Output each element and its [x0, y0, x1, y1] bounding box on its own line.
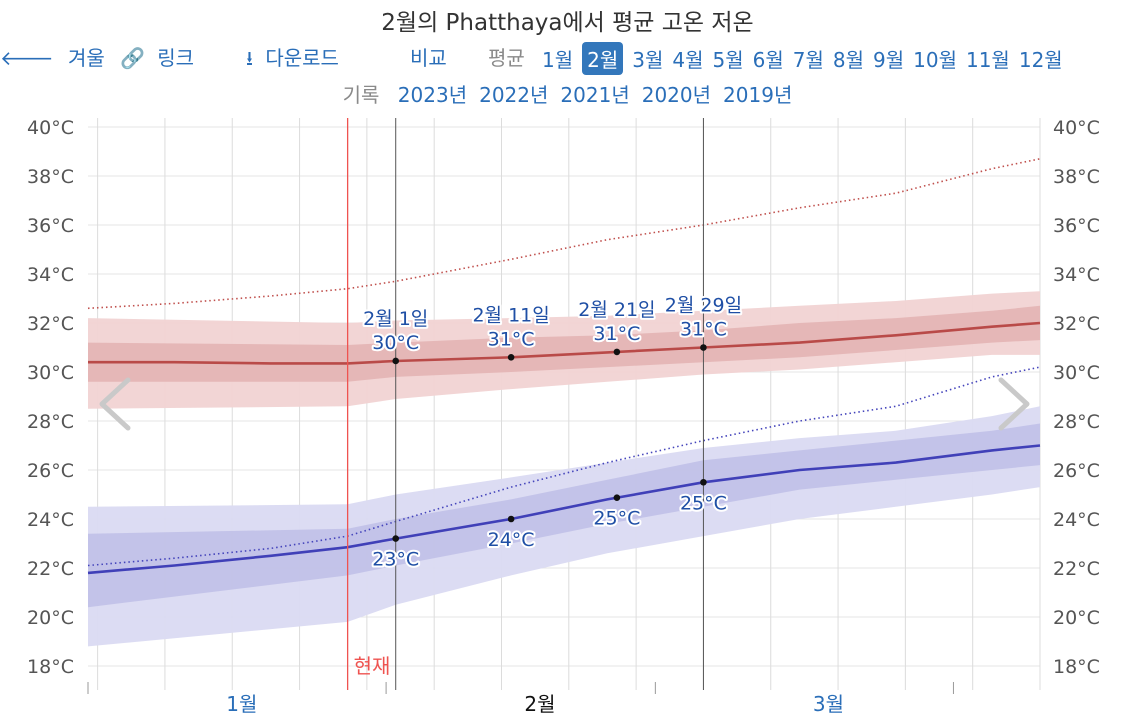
download-icon: ⭳ — [246, 46, 253, 70]
marker-low-label: 25°C — [680, 492, 727, 514]
marker-date-label: 2월 29일 — [665, 295, 742, 317]
month-tab-4[interactable]: 4월 — [672, 48, 704, 72]
marker-dot-high — [392, 357, 400, 365]
record-low-line — [87, 366, 1041, 567]
marker-dot-high — [507, 354, 515, 361]
y-tick-right: 24°C — [1053, 509, 1100, 531]
marker-low-label: 25°C — [593, 508, 640, 530]
year-link-2[interactable]: 2022년 — [479, 83, 549, 107]
avg-low-line — [87, 444, 1041, 575]
y-tick-left: 34°C — [27, 264, 74, 286]
month-tabs: 1월 2월 3월 4월 5월 6월 7월 8월 9월 10월 11월 12월 — [542, 42, 1072, 75]
month-label: 3월 — [813, 692, 844, 716]
year-link-4[interactable]: 2020년 — [641, 83, 712, 107]
month-tab-5[interactable]: 5월 — [712, 48, 744, 72]
y-tick-left: 38°C — [27, 166, 74, 188]
month-tab-9[interactable]: 9월 — [873, 48, 905, 72]
y-tick-right: 22°C — [1053, 558, 1100, 580]
year-link-5[interactable]: 2019년 — [723, 83, 793, 107]
marker-high-label: 31°C — [488, 328, 535, 350]
y-tick-left: 26°C — [27, 460, 74, 482]
chart-title: 2월의 Phatthaya에서 평균 고온 저온 — [381, 10, 754, 36]
compare-link[interactable]: 비교 — [410, 46, 447, 70]
marker-high-label: 31°C — [593, 323, 640, 345]
y-tick-left: 36°C — [27, 215, 74, 237]
marker-dot-high — [700, 344, 707, 351]
marker-dot-low — [392, 535, 400, 542]
link-icon: 🔗 — [120, 46, 145, 70]
marker-date-label: 2월 11일 — [472, 304, 549, 326]
marker-low-label: 24°C — [488, 529, 535, 551]
marker-date-label: 2월 21일 — [578, 299, 655, 321]
marker-dot-high — [613, 348, 621, 356]
month-tab-7[interactable]: 7월 — [792, 48, 824, 72]
month-tab-1[interactable]: 1월 — [542, 48, 574, 72]
y-tick-right: 40°C — [1053, 117, 1100, 139]
y-tick-left: 20°C — [27, 607, 74, 629]
marker-date-label: 2월 1일 — [363, 308, 428, 330]
y-tick-right: 18°C — [1053, 656, 1100, 678]
marker-high-label: 30°C — [372, 332, 419, 354]
average-label: 평균 — [488, 46, 525, 70]
month-tab-12[interactable]: 12월 — [1018, 48, 1063, 72]
year-link-3[interactable]: 2021년 — [560, 83, 630, 107]
year-link-1[interactable]: 2023년 — [397, 83, 468, 107]
marker-dot-low — [613, 494, 621, 501]
y-tick-left: 18°C — [27, 656, 74, 678]
marker-low-label: 23°C — [372, 549, 419, 571]
y-tick-right: 32°C — [1053, 313, 1100, 335]
marker-high-label: 31°C — [680, 319, 727, 341]
month-tab-11[interactable]: 11월 — [965, 48, 1010, 72]
month-tab-8[interactable]: 8월 — [832, 48, 864, 72]
download-button[interactable]: ⭳ 다운로드 — [246, 42, 339, 78]
y-tick-right: 30°C — [1053, 362, 1100, 384]
marker-dot-low — [507, 515, 515, 523]
chevron-right-icon[interactable] — [998, 377, 1030, 431]
history-row: 기록 2023년 2022년 2021년 2020년 2019년 — [0, 79, 1135, 108]
arrow-left-icon: 🡐 — [0, 46, 54, 70]
y-tick-left: 40°C — [27, 117, 74, 139]
y-tick-right: 20°C — [1053, 607, 1100, 629]
winter-link[interactable]: 🡐 겨울 — [0, 46, 105, 70]
month-label: 1월 — [226, 692, 257, 716]
y-tick-left: 28°C — [27, 411, 74, 433]
y-tick-right: 34°C — [1053, 264, 1100, 286]
y-tick-left: 32°C — [27, 313, 74, 335]
y-tick-left: 24°C — [27, 509, 74, 531]
month-label: 2월 — [524, 692, 555, 716]
month-tab-6[interactable]: 6월 — [752, 48, 784, 72]
y-tick-right: 26°C — [1053, 460, 1100, 482]
month-tab-3[interactable]: 3월 — [632, 48, 664, 72]
history-label: 기록 — [342, 83, 380, 107]
y-tick-left: 22°C — [27, 558, 74, 580]
month-tab-2[interactable]: 2월 — [582, 42, 624, 75]
today-label: 현재 — [354, 654, 391, 678]
y-tick-right: 36°C — [1053, 215, 1100, 237]
year-links: 2023년 2022년 2021년 2020년 2019년 — [386, 79, 793, 108]
y-tick-left: 30°C — [27, 362, 74, 384]
marker-dot-low — [700, 478, 707, 486]
record-high-line — [87, 158, 1041, 310]
chevron-left-icon[interactable] — [99, 377, 131, 431]
y-tick-right: 38°C — [1053, 166, 1100, 188]
y-tick-right: 28°C — [1053, 411, 1100, 433]
avg-high-line — [88, 321, 1041, 365]
month-tab-10[interactable]: 10월 — [913, 48, 957, 72]
link-button[interactable]: 🔗 링크 — [120, 46, 195, 70]
